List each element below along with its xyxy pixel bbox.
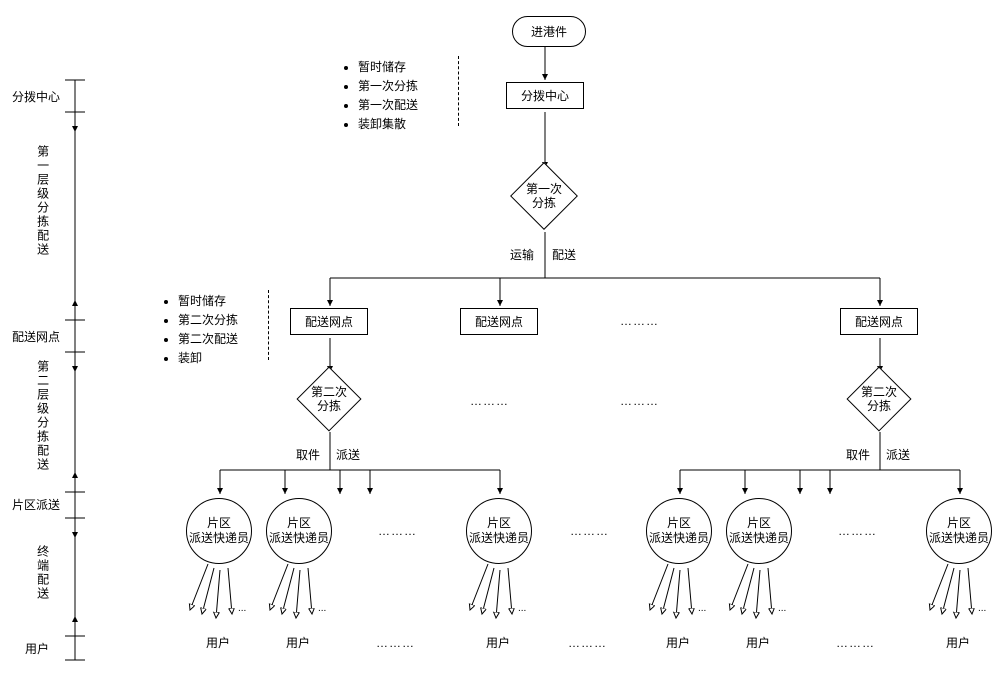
small-dots: ... <box>518 602 526 615</box>
user-label: 用户 <box>746 636 770 652</box>
edge-transport: 运输 <box>510 248 534 264</box>
bullet: 暂时储存 <box>358 58 418 75</box>
small-dots: ... <box>318 602 326 615</box>
node-diamond-1: 第一次 分拣 <box>520 172 568 220</box>
dots: ……… <box>838 524 877 540</box>
axis-label-user: 用户 <box>25 642 49 658</box>
small-dots: ... <box>778 602 786 615</box>
node-courier: 片区 派送快递员 <box>726 498 792 564</box>
axis-label-l2: 第二层级分拣配送 <box>34 360 50 472</box>
user-label: 用户 <box>286 636 310 652</box>
dots: ……… <box>568 636 607 652</box>
node-diamond-2-left: 第二次 分拣 <box>306 376 352 422</box>
dots: ……… <box>378 524 417 540</box>
user-label: 用户 <box>666 636 690 652</box>
node-courier: 片区 派送快递员 <box>926 498 992 564</box>
dots: ……… <box>470 394 509 410</box>
node-courier: 片区 派送快递员 <box>466 498 532 564</box>
node-courier: 片区 派送快递员 <box>266 498 332 564</box>
node-courier: 片区 派送快递员 <box>646 498 712 564</box>
dots: ……… <box>620 394 659 410</box>
axis-label-zone: 片区派送 <box>12 498 60 514</box>
user-label: 用户 <box>486 636 510 652</box>
small-dots: ... <box>698 602 706 615</box>
axis-label-dc: 分拨中心 <box>12 90 60 106</box>
bullets-dc: 暂时储存 第一次分拣 第一次配送 装卸集散 <box>340 56 418 134</box>
bullet: 装卸集散 <box>358 115 418 132</box>
dashed-sep-2 <box>268 290 269 360</box>
axis-label-terminal: 终端配送 <box>34 545 50 601</box>
user-label: 用户 <box>946 636 970 652</box>
bullet: 暂时储存 <box>178 292 238 309</box>
small-dots: ... <box>978 602 986 615</box>
bullet: 第一次分拣 <box>358 77 418 94</box>
edge-pickup-l: 取件 <box>296 448 320 464</box>
underlay-svg <box>0 0 1000 686</box>
dots: ……… <box>570 524 609 540</box>
node-diamond-2-right: 第二次 分拣 <box>856 376 902 422</box>
bullet: 装卸 <box>178 349 238 366</box>
node-branch-1: 配送网点 <box>290 308 368 335</box>
node-branch-3: 配送网点 <box>840 308 918 335</box>
axis-label-l1: 第一层级分拣配送 <box>34 145 50 257</box>
user-label: 用户 <box>206 636 230 652</box>
dots: ……… <box>620 314 659 330</box>
node-inbound: 进港件 <box>512 16 586 47</box>
edge-send-l: 派送 <box>336 448 360 464</box>
dashed-sep-1 <box>458 56 459 126</box>
node-dc: 分拨中心 <box>506 82 584 109</box>
node-courier: 片区 派送快递员 <box>186 498 252 564</box>
bullet: 第二次配送 <box>178 330 238 347</box>
dots: ……… <box>836 636 875 652</box>
bullet: 第一次配送 <box>358 96 418 113</box>
edge-send-r: 派送 <box>886 448 910 464</box>
dots: ……… <box>376 636 415 652</box>
bullets-branch: 暂时储存 第二次分拣 第二次配送 装卸 <box>160 290 238 368</box>
axis-label-branch: 配送网点 <box>12 330 60 346</box>
bullet: 第二次分拣 <box>178 311 238 328</box>
small-dots: ... <box>238 602 246 615</box>
node-branch-2: 配送网点 <box>460 308 538 335</box>
edge-pickup-r: 取件 <box>846 448 870 464</box>
edge-delivery: 配送 <box>552 248 576 264</box>
